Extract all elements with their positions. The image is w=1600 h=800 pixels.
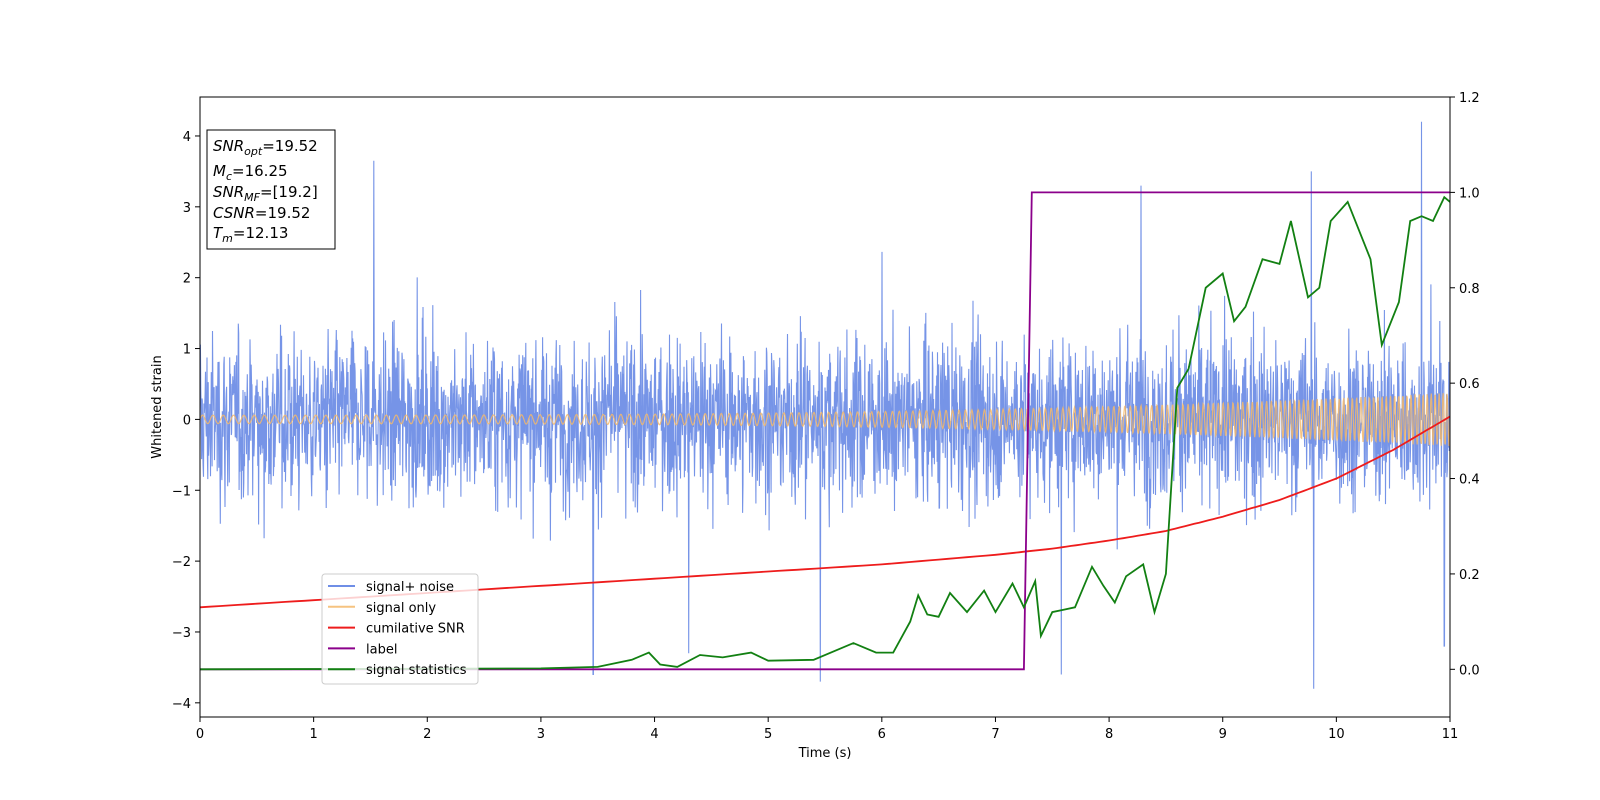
series-lines	[200, 191, 1450, 671]
x-tick-label: 6	[878, 727, 886, 742]
y-axis-right: 0.0 0.2 0.4 0.6 0.8 1.0 1.2	[1450, 91, 1480, 678]
series-label-line	[200, 191, 1450, 671]
y-right-tick-label: 0.8	[1459, 282, 1480, 297]
y-left-tick-label: −1	[172, 484, 191, 499]
annotation-box: SNRopt=19.52 Mc=16.25SNRMF=[19.2]CSNR=19.…	[206, 129, 336, 250]
annotation-line: SNRMF=[19.2]	[213, 183, 318, 204]
annotation-line: Tm=12.13	[213, 224, 288, 245]
x-tick-label: 7	[991, 727, 999, 742]
x-tick-label: 3	[537, 727, 545, 742]
legend: signal+ noise signal only cumilative SNR la…	[321, 573, 479, 685]
y-axis-label: Whitened strain	[150, 355, 165, 458]
x-tick-label: 2	[423, 727, 431, 742]
y-right-tick-label: 0.0	[1459, 663, 1480, 678]
x-tick-label: 11	[1442, 727, 1459, 742]
x-axis-label: Time (s)	[798, 746, 852, 761]
x-tick-label: 10	[1328, 727, 1345, 742]
x-tick-label: 9	[1219, 727, 1227, 742]
y-left-tick-label: −4	[172, 697, 191, 712]
x-tick-label: 5	[764, 727, 772, 742]
series-signal-only-line	[200, 393, 1450, 447]
plot-frame	[199, 96, 1451, 718]
y-right-tick-label: 0.6	[1459, 377, 1480, 392]
legend-label: label	[366, 642, 397, 657]
annotation-line: Mc=16.25	[213, 162, 288, 183]
legend-label: cumilative SNR	[366, 622, 465, 637]
x-tick-label: 1	[309, 727, 317, 742]
y-left-tick-label: −2	[172, 555, 191, 570]
legend-label: signal statistics	[366, 663, 467, 678]
x-tick-label: 0	[196, 727, 204, 742]
legend-label: signal only	[366, 601, 436, 616]
y-left-tick-label: −3	[172, 626, 191, 641]
y-right-tick-label: 0.2	[1459, 568, 1480, 583]
y-left-tick-label: 2	[183, 272, 191, 287]
annotation-frame	[206, 129, 336, 250]
y-axis-left: −4 −3 −2 −1 0 1 2 3 4	[172, 130, 200, 712]
x-tick-label: 4	[650, 727, 658, 742]
x-axis: 0 1 2 3 4 5 6 7 8 9 10 11	[196, 717, 1458, 742]
series-cumulative-snr-line	[200, 415, 1450, 609]
legend-label: signal+ noise	[366, 580, 454, 595]
annotation-line: CSNR=19.52	[213, 204, 310, 222]
y-left-tick-label: 0	[183, 413, 191, 428]
y-right-tick-label: 1.0	[1459, 186, 1480, 201]
y-left-tick-label: 1	[183, 343, 191, 358]
y-left-tick-label: 4	[183, 130, 191, 145]
y-right-tick-label: 0.4	[1459, 473, 1480, 488]
y-left-tick-label: 3	[183, 201, 191, 216]
x-tick-label: 8	[1105, 727, 1113, 742]
legend-frame	[321, 573, 479, 685]
y-right-tick-label: 1.2	[1459, 91, 1480, 106]
annotation-line: SNRopt=19.52	[213, 137, 318, 158]
series-signal-statistics-line	[200, 195, 1450, 671]
